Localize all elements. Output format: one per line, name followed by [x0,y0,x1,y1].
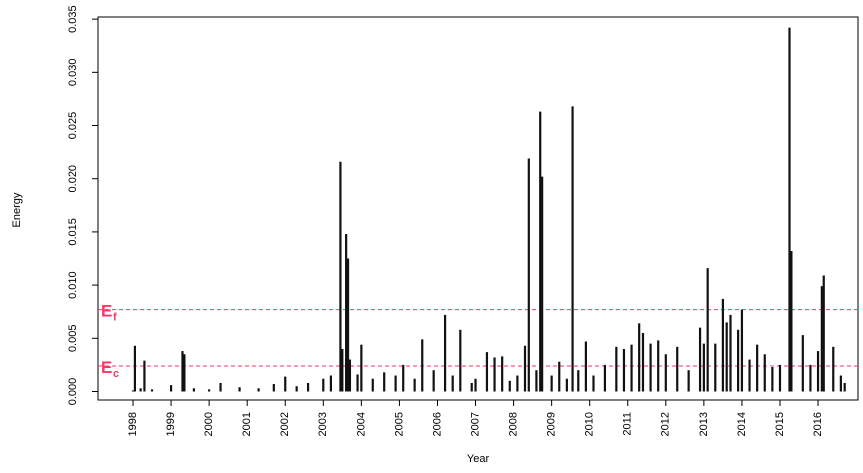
y-tick-label: 0.035 [67,5,79,33]
x-tick-label: 1999 [165,412,177,436]
x-tick-label: 2005 [393,412,405,436]
x-tick-label: 2016 [812,412,824,436]
x-tick-label: 2007 [469,412,481,436]
y-tick-label: 0.020 [67,165,79,193]
x-tick-label: 2003 [317,412,329,436]
y-axis-label: Energy [11,192,23,227]
y-tick-label: 0.010 [67,271,79,299]
chart: Energy Year 0.000 0.005 0.010 0.015 0.020 0.0… [0,0,863,468]
x-tick-label: 2008 [507,412,519,436]
x-tick-label: 2006 [431,412,443,436]
x-tick-label: 2010 [584,412,596,436]
threshold-subscript: c [113,368,119,380]
x-tick-label: 2009 [546,412,558,436]
x-tick-label: 2001 [241,412,253,436]
x-axis-label: Year [467,453,490,465]
y-tick-label: 0.030 [67,59,79,87]
x-tick-label: 2014 [736,412,748,436]
threshold-label: E [101,358,112,377]
threshold-subscript: f [113,312,117,324]
y-tick-label: 0.015 [67,218,79,246]
x-tick-label: 2011 [622,412,634,436]
plot-box [98,17,858,400]
threshold-label: E [101,302,112,321]
y-tick-label: 0.025 [67,112,79,140]
x-tick-label: 2004 [355,412,367,436]
x-tick-label: 2015 [774,412,786,436]
y-tick-label: 0.005 [67,325,79,353]
x-tick-label: 2012 [660,412,672,436]
x-tick-label: 1998 [127,412,139,436]
x-tick-label: 2000 [203,412,215,436]
x-tick-label: 2013 [698,412,710,436]
y-tick-label: 0.000 [67,378,79,406]
x-tick-label: 2002 [279,412,291,436]
